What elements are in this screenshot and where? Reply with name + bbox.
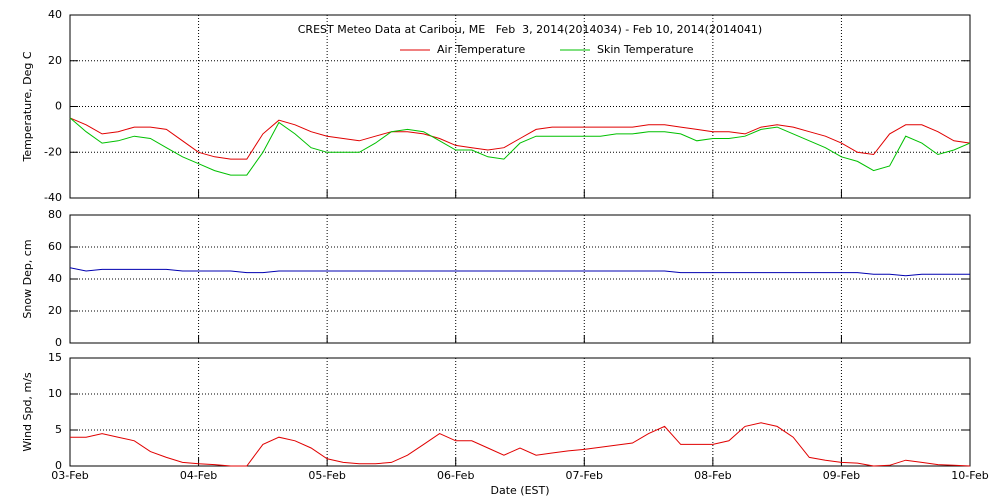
series-line — [69, 117, 971, 160]
x-axis-label: Date (EST) — [490, 484, 549, 497]
plot-frame — [69, 214, 971, 344]
y-tick-label: 40 — [48, 8, 62, 21]
plot-frame — [69, 14, 971, 199]
series-line — [69, 117, 971, 176]
x-tick-label: 04-Feb — [180, 469, 217, 482]
y-tick-label: 0 — [55, 459, 62, 472]
x-tick-label: 10-Feb — [951, 469, 988, 482]
x-tick-label: 03-Feb — [51, 469, 88, 482]
legend-label: Air Temperature — [437, 43, 526, 56]
series-line — [70, 422, 971, 467]
x-tick-label: 08-Feb — [694, 469, 731, 482]
y-axis-label: Wind Spd, m/s — [21, 372, 34, 452]
y-tick-label: 20 — [48, 304, 62, 317]
y-tick-label: -40 — [44, 191, 62, 204]
y-tick-label: 10 — [48, 387, 62, 400]
series-line — [69, 267, 970, 277]
x-tick-label: 06-Feb — [437, 469, 474, 482]
x-tick-label: 09-Feb — [823, 469, 860, 482]
y-axis-label: Temperature, Deg C — [21, 51, 34, 162]
y-tick-label: 15 — [48, 351, 62, 364]
x-tick-label: 07-Feb — [566, 469, 603, 482]
y-tick-label: 40 — [48, 272, 62, 285]
x-tick-label: 05-Feb — [308, 469, 345, 482]
y-tick-label: 5 — [55, 423, 62, 436]
y-tick-label: 60 — [48, 240, 62, 253]
y-tick-label: 20 — [48, 54, 62, 67]
y-tick-label: 0 — [55, 100, 62, 113]
y-tick-label: -20 — [44, 145, 62, 158]
y-axis-label: Snow Dep, cm — [21, 239, 34, 318]
chart-title: CREST Meteo Data at Caribou, ME Feb 3, 2… — [298, 23, 762, 36]
y-tick-label: 0 — [55, 336, 62, 349]
y-tick-label: 80 — [48, 208, 62, 221]
plot-frame — [69, 357, 971, 467]
legend-label: Skin Temperature — [597, 43, 694, 56]
